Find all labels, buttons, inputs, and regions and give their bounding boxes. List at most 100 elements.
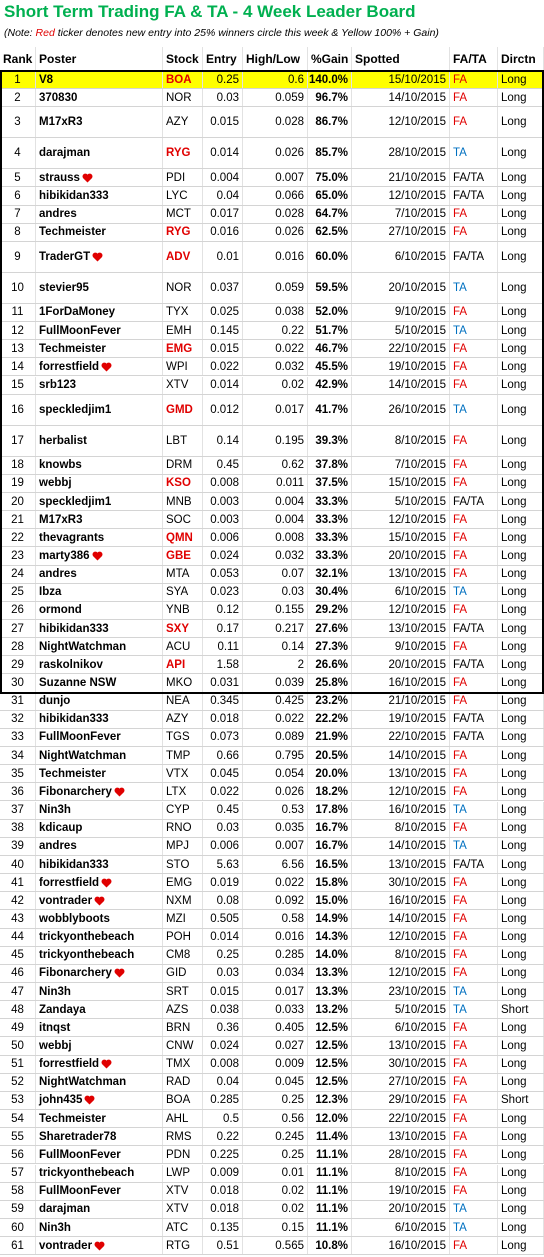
fa-ta-text: FA: [453, 949, 468, 962]
entry-cell: 0.024: [203, 547, 243, 565]
rank-text: 13: [11, 342, 24, 355]
high-low-text: 0.007: [275, 840, 304, 853]
spotted-text: 19/10/2015: [388, 360, 446, 373]
poster-text: forrestfield: [39, 876, 100, 889]
entry-cell: 0.51: [203, 1237, 243, 1255]
high-low-text: 0.02: [281, 1203, 304, 1216]
spotted-text: 5/10/2015: [394, 324, 446, 337]
fa-ta-text: FA: [453, 434, 468, 447]
fa-ta-text: FA: [453, 677, 468, 689]
direction-text: Long: [501, 1221, 527, 1234]
high-low-cell: 0.033: [243, 1001, 308, 1019]
gain-text: 27.6%: [315, 622, 348, 635]
table-row: 40 hibikidan333 STO 5.63 6.56 16.5% 13/10/2015…: [0, 855, 544, 875]
gain-text: 60.0%: [315, 250, 348, 263]
gain-cell: 46.7%: [308, 340, 352, 358]
stock-text: GBE: [166, 549, 191, 562]
gain-cell: 27.6%: [308, 620, 352, 638]
stock-cell: LWP: [163, 1164, 203, 1182]
direction-cell: Long: [498, 71, 544, 89]
entry-text: 0.03: [216, 91, 239, 104]
direction-cell: Long: [498, 765, 544, 783]
rank-cell: 13: [0, 340, 36, 358]
fa-ta-cell: FA: [450, 1019, 498, 1037]
high-low-text: 0.022: [275, 713, 304, 726]
entry-text: 0.018: [210, 1185, 239, 1198]
high-low-cell: 0.032: [243, 358, 308, 376]
spotted-cell: 29/10/2015: [352, 1091, 450, 1110]
heart-shape: [114, 968, 125, 978]
stock-text: BOA: [166, 73, 192, 86]
stock-cell: NOR: [163, 89, 203, 107]
high-low-text: 0.02: [281, 1185, 304, 1198]
table-row: 1 V8 BOA 0.25 0.6 140.0% 15/10/2015 FA Long: [0, 71, 544, 90]
poster-cell: strauss: [36, 169, 163, 187]
spotted-cell: 23/10/2015: [352, 983, 450, 1001]
direction-text: Long: [501, 695, 527, 708]
entry-cell: 0.04: [203, 187, 243, 205]
rank-text: 37: [11, 804, 24, 817]
heart-shape: [92, 252, 103, 262]
high-low-cell: 0.038: [243, 303, 308, 322]
fa-ta-text: TA: [453, 1003, 467, 1016]
gain-text: 32.1%: [315, 568, 348, 581]
entry-text: 0.505: [210, 912, 239, 925]
spotted-cell: 13/10/2015: [352, 565, 450, 583]
high-low-text: 0.016: [275, 250, 304, 263]
fa-ta-cell: FA: [450, 874, 498, 892]
fa-ta-text: FA/TA: [453, 171, 485, 184]
spotted-cell: 7/10/2015: [352, 456, 450, 474]
high-low-cell: 0.035: [243, 819, 308, 837]
spotted-text: 19/10/2015: [388, 1185, 446, 1198]
poster-text: NightWatchman: [39, 1076, 127, 1089]
entry-cell: 0.225: [203, 1146, 243, 1164]
rank-text: 44: [11, 931, 24, 944]
direction-text: Long: [501, 894, 527, 907]
table-row: 54 Techmeister AHL 0.5 0.56 12.0% 22/10/2015 FA…: [0, 1110, 544, 1129]
stock-text: GMD: [166, 403, 193, 416]
entry-cell: 0.018: [203, 710, 243, 728]
high-low-cell: 0.026: [243, 138, 308, 169]
spotted-cell: 12/10/2015: [352, 187, 450, 205]
poster-cell: FullMoonFever: [36, 1182, 163, 1200]
table-row: 21 M17xR3 SOC 0.003 0.004 33.3% 12/10/2015 FA Lo…: [0, 511, 544, 530]
stock-text: RNO: [166, 822, 192, 835]
gain-text: 33.3%: [315, 531, 348, 544]
gain-text: 37.5%: [315, 477, 348, 490]
stock-text: STO: [166, 858, 190, 871]
fa-ta-text: FA: [453, 116, 468, 129]
high-low-cell: 0.795: [243, 747, 308, 765]
spotted-text: 22/10/2015: [388, 342, 446, 355]
poster-cell: webbj: [36, 1037, 163, 1055]
rank-cell: 38: [0, 819, 36, 837]
direction-text: Long: [501, 967, 527, 980]
stock-text: LTX: [166, 785, 187, 798]
stock-text: MNB: [166, 495, 192, 508]
direction-text: Long: [501, 250, 527, 263]
table-row: 61 vontrader RTG 0.51 0.565 10.8% 16/10/2015 FA…: [0, 1237, 544, 1256]
rank-text: 7: [14, 208, 21, 221]
entry-cell: 0.345: [203, 692, 243, 710]
direction-cell: Long: [498, 1110, 544, 1128]
gain-cell: 62.5%: [308, 223, 352, 241]
heart-shape: [101, 878, 112, 888]
poster-cell: darajman: [36, 138, 163, 169]
fa-ta-cell: FA: [450, 376, 498, 394]
direction-text: Long: [501, 171, 527, 184]
spotted-cell: 7/10/2015: [352, 205, 450, 223]
fa-ta-text: FA/TA: [453, 731, 485, 744]
direction-text: Long: [501, 1167, 527, 1180]
stock-text: LBT: [166, 434, 188, 447]
stock-cell: RYG: [163, 223, 203, 241]
direction-cell: Long: [498, 983, 544, 1001]
high-low-cell: 0.026: [243, 223, 308, 241]
stock-text: TYX: [166, 306, 189, 319]
gain-text: 12.0%: [315, 1112, 348, 1125]
poster-cell: kdicaup: [36, 819, 163, 837]
gain-text: 18.2%: [315, 785, 348, 798]
gain-text: 12.5%: [315, 1076, 348, 1089]
stock-cell: RAD: [163, 1073, 203, 1091]
table-row: 17 herbalist LBT 0.14 0.195 39.3% 8/10/2015 FA L…: [0, 425, 544, 457]
table-row: 53 john435 BOA 0.285 0.25 12.3% 29/10/2015 FA Sh…: [0, 1091, 544, 1111]
entry-text: 0.019: [210, 876, 239, 889]
